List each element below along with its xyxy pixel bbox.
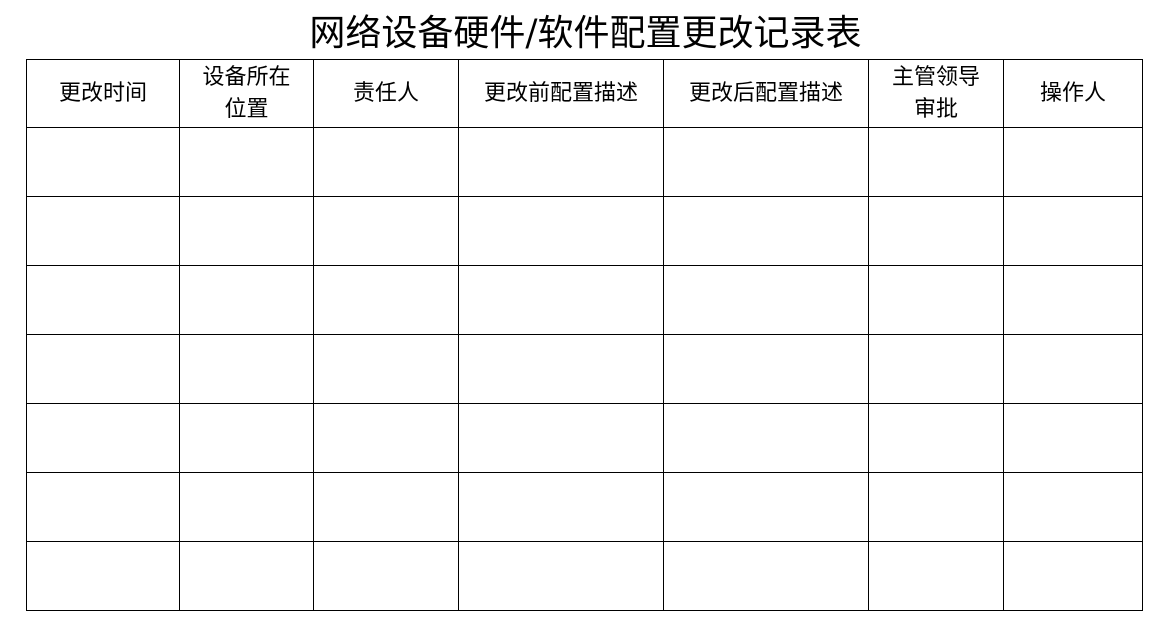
column-header: 更改时间 bbox=[26, 59, 180, 128]
table-header-row: 更改时间 设备所在 位置 责任人 更改前配置描述 更改后配置描述 主管领导 审批 操作人 bbox=[26, 59, 1143, 128]
table-cell[interactable] bbox=[1003, 334, 1143, 404]
table-cell[interactable] bbox=[458, 472, 664, 542]
table-cell[interactable] bbox=[313, 403, 459, 473]
table-cell[interactable] bbox=[313, 196, 459, 266]
table-cell[interactable] bbox=[26, 334, 180, 404]
table-cell[interactable] bbox=[663, 127, 869, 197]
table-cell[interactable] bbox=[868, 196, 1004, 266]
column-header: 主管领导 审批 bbox=[868, 59, 1004, 128]
table-cell[interactable] bbox=[26, 265, 180, 335]
column-header-line: 位置 bbox=[224, 96, 269, 122]
table-cell[interactable] bbox=[313, 265, 459, 335]
table-cell[interactable] bbox=[868, 472, 1004, 542]
table-cell[interactable] bbox=[26, 472, 180, 542]
table-cell[interactable] bbox=[26, 196, 180, 266]
table-row bbox=[26, 541, 1143, 611]
column-header: 责任人 bbox=[313, 59, 459, 128]
table-cell[interactable] bbox=[1003, 196, 1143, 266]
table-cell[interactable] bbox=[458, 403, 664, 473]
table-cell[interactable] bbox=[179, 196, 314, 266]
column-header-line: 更改时间 bbox=[58, 80, 147, 106]
column-header-line: 责任人 bbox=[352, 80, 419, 106]
column-header: 更改前配置描述 bbox=[458, 59, 664, 128]
table-cell[interactable] bbox=[179, 541, 314, 611]
table-cell[interactable] bbox=[1003, 541, 1143, 611]
table-cell[interactable] bbox=[26, 403, 180, 473]
table-cell[interactable] bbox=[1003, 472, 1143, 542]
table-cell[interactable] bbox=[868, 541, 1004, 611]
table-cell[interactable] bbox=[458, 334, 664, 404]
table-cell[interactable] bbox=[663, 265, 869, 335]
table-row bbox=[26, 196, 1143, 266]
column-header-line: 主管领导 bbox=[891, 64, 980, 90]
change-record-table: 更改时间 设备所在 位置 责任人 更改前配置描述 更改后配置描述 主管领导 审批 操作人 bbox=[26, 59, 1143, 611]
table-cell[interactable] bbox=[868, 265, 1004, 335]
column-header-line: 更改前配置描述 bbox=[483, 80, 638, 106]
table-cell[interactable] bbox=[1003, 127, 1143, 197]
table-cell[interactable] bbox=[1003, 403, 1143, 473]
table-cell[interactable] bbox=[868, 403, 1004, 473]
column-header-line: 设备所在 bbox=[202, 64, 291, 90]
table-cell[interactable] bbox=[458, 127, 664, 197]
table-row bbox=[26, 265, 1143, 335]
column-header-line: 操作人 bbox=[1039, 80, 1106, 106]
table-cell[interactable] bbox=[663, 196, 869, 266]
table-cell[interactable] bbox=[179, 127, 314, 197]
table-cell[interactable] bbox=[179, 334, 314, 404]
table-cell[interactable] bbox=[868, 127, 1004, 197]
table-cell[interactable] bbox=[179, 472, 314, 542]
table-cell[interactable] bbox=[868, 334, 1004, 404]
column-header-line: 审批 bbox=[913, 96, 958, 122]
column-header: 操作人 bbox=[1003, 59, 1143, 128]
table-cell[interactable] bbox=[26, 541, 180, 611]
column-header-line: 更改后配置描述 bbox=[688, 80, 843, 106]
table-row bbox=[26, 334, 1143, 404]
table-cell[interactable] bbox=[663, 334, 869, 404]
table-row bbox=[26, 403, 1143, 473]
table-cell[interactable] bbox=[26, 127, 180, 197]
table-cell[interactable] bbox=[313, 127, 459, 197]
table-row bbox=[26, 127, 1143, 197]
table-cell[interactable] bbox=[663, 403, 869, 473]
table-cell[interactable] bbox=[179, 265, 314, 335]
document-title: 网络设备硬件/软件配置更改记录表 bbox=[309, 13, 862, 54]
table-cell[interactable] bbox=[313, 334, 459, 404]
column-header: 设备所在 位置 bbox=[179, 59, 314, 128]
table-cell[interactable] bbox=[458, 196, 664, 266]
table-cell[interactable] bbox=[1003, 265, 1143, 335]
table-cell[interactable] bbox=[458, 541, 664, 611]
table-row bbox=[26, 472, 1143, 542]
table-cell[interactable] bbox=[313, 472, 459, 542]
table-cell[interactable] bbox=[663, 541, 869, 611]
table-cell[interactable] bbox=[663, 472, 869, 542]
column-header: 更改后配置描述 bbox=[663, 59, 869, 128]
table-cell[interactable] bbox=[179, 403, 314, 473]
table-cell[interactable] bbox=[458, 265, 664, 335]
table-cell[interactable] bbox=[313, 541, 459, 611]
